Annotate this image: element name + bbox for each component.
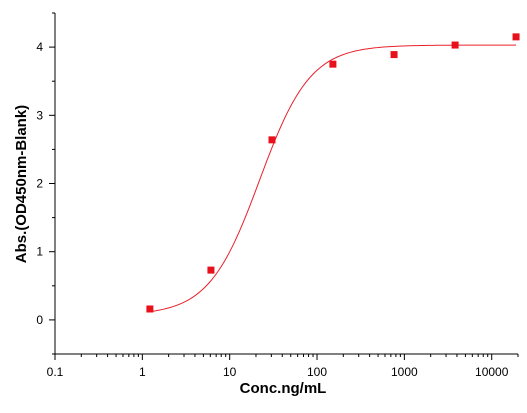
axes	[54, 13, 518, 355]
data-points	[146, 33, 520, 313]
data-point	[329, 60, 337, 68]
x-tick-label: 100	[307, 365, 327, 379]
y-tick-label: 2	[36, 177, 43, 191]
data-point	[146, 305, 154, 313]
x-tick-label: 10	[223, 365, 237, 379]
x-tick-label: 0.1	[47, 365, 64, 379]
y-axis-title: Abs.(OD450nm-Blank)	[13, 105, 30, 263]
data-point	[451, 41, 459, 49]
ticks	[49, 12, 519, 360]
y-tick-label: 1	[36, 245, 43, 259]
y-tick-label: 3	[36, 108, 43, 122]
x-axis-title: Conc.ng/mL	[240, 380, 327, 397]
x-tick-label: 10000	[475, 365, 509, 379]
data-point	[512, 33, 520, 41]
data-point	[268, 136, 276, 144]
data-point	[390, 51, 398, 59]
data-point	[207, 266, 215, 274]
tick-labels: 0.1 1 10 100 1000 10000 0 1 2 3 4	[36, 40, 508, 379]
x-tick-label: 1000	[391, 365, 418, 379]
y-tick-label: 4	[36, 40, 43, 54]
fit-curve	[149, 44, 517, 313]
y-tick-label: 0	[36, 313, 43, 327]
x-tick-label: 1	[139, 365, 146, 379]
